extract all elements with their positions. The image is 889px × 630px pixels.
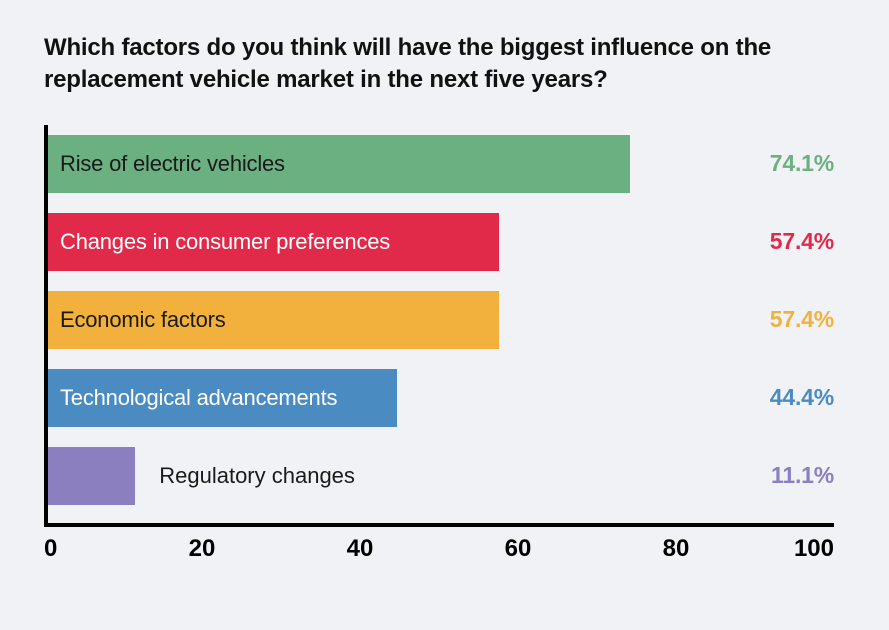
bar-row: Changes in consumer preferences 57.4% [48,213,834,271]
chart-title: Which factors do you think will have the… [44,32,845,97]
bar-percent: 11.1% [771,447,834,505]
bar-label: Rise of electric vehicles [60,151,285,177]
x-tick: 40 [347,535,374,563]
bar-percent: 57.4% [770,291,834,349]
bars-group: Rise of electric vehicles 74.1% Changes in… [48,125,834,523]
bar-row: Economic factors 57.4% [48,291,834,349]
x-tick: 80 [663,535,690,563]
bar-label: Technological advancements [60,385,337,411]
bar: Rise of electric vehicles [48,135,630,193]
bar-row: Rise of electric vehicles 74.1% [48,135,834,193]
x-tick: 0 [44,535,57,563]
chart-container: Rise of electric vehicles 74.1% Changes in… [44,125,845,563]
bar: Technological advancements [48,369,397,427]
bar [48,447,135,505]
bar-percent: 44.4% [770,369,834,427]
bar: Economic factors [48,291,499,349]
bar-row: Technological advancements 44.4% [48,369,834,427]
bar-row: Regulatory changes11.1% [48,447,834,505]
plot-area: Rise of electric vehicles 74.1% Changes in… [44,125,834,527]
bar-label: Changes in consumer preferences [60,229,390,255]
bar-percent: 74.1% [770,135,834,193]
bar: Changes in consumer preferences [48,213,499,271]
bar-label: Economic factors [60,307,226,333]
bar-percent: 57.4% [770,213,834,271]
x-tick: 100 [794,535,834,563]
x-tick: 60 [505,535,532,563]
x-axis: 0 20 40 60 80 100 [44,527,834,563]
x-tick: 20 [189,535,216,563]
